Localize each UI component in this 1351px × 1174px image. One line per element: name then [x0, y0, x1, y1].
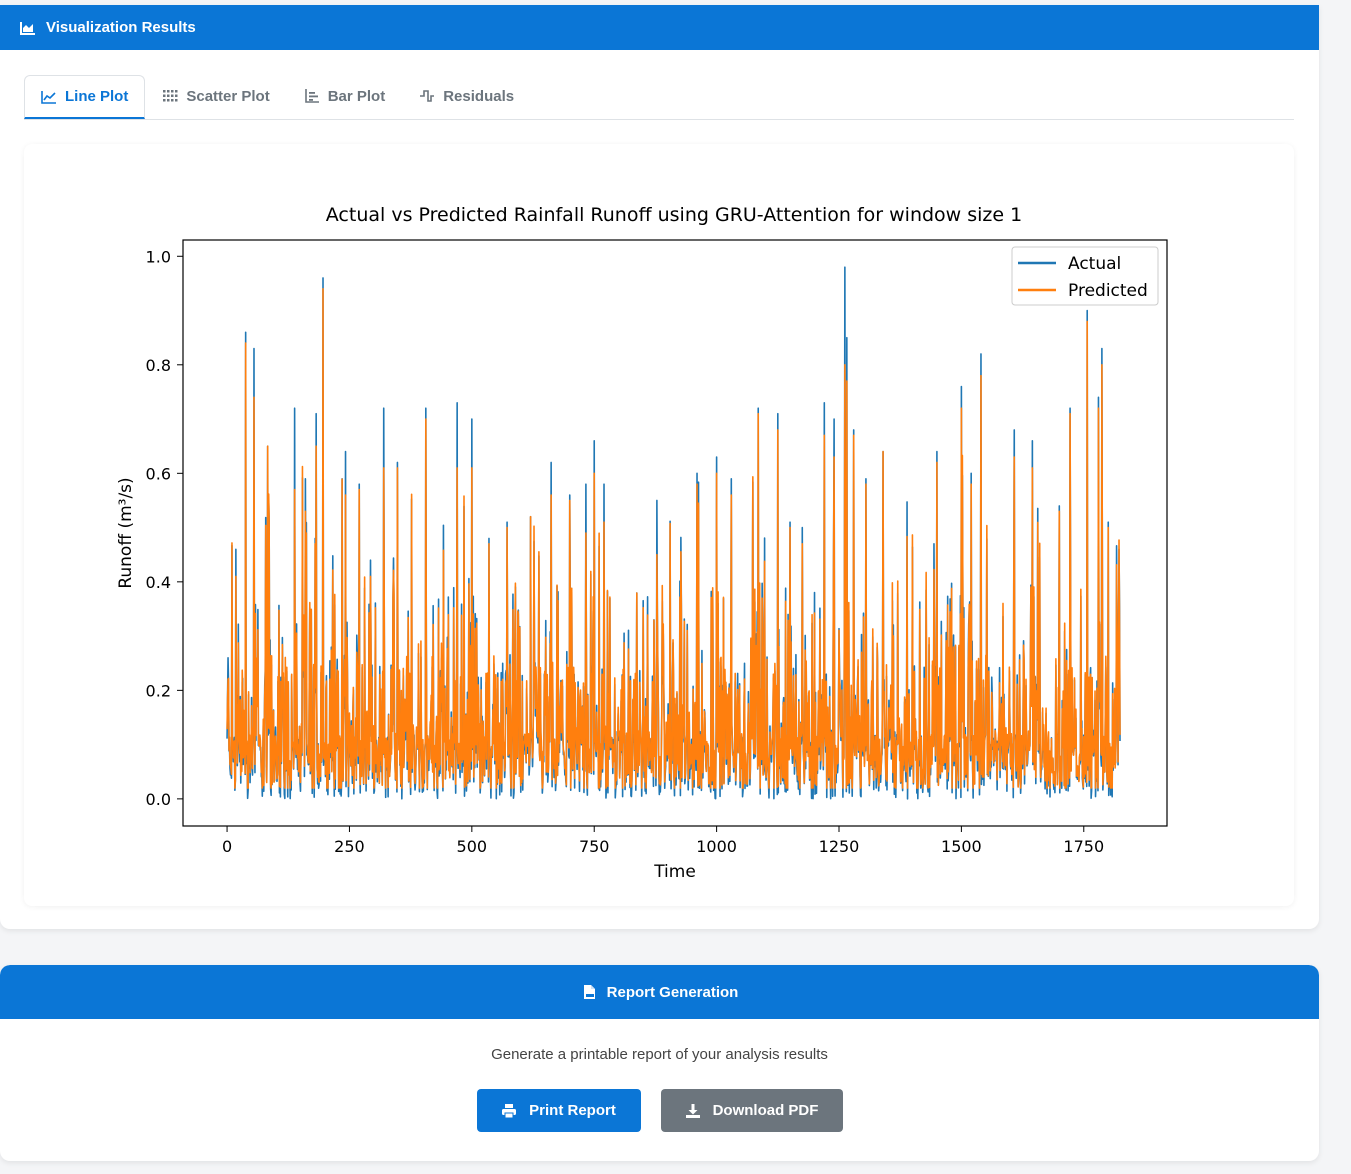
legend-predicted-label: Predicted: [1068, 281, 1148, 301]
residuals-icon: [420, 90, 435, 102]
print-report-label: Print Report: [529, 1102, 616, 1119]
plot-container: Actual vs Predicted Rainfall Runoff usin…: [24, 144, 1294, 906]
print-report-button[interactable]: Print Report: [476, 1089, 641, 1132]
x-tick-label: 500: [457, 837, 488, 856]
x-tick-label: 1000: [696, 837, 737, 856]
report-card: Report Generation Generate a printable r…: [0, 965, 1319, 1161]
tab-label: Residuals: [443, 87, 515, 105]
download-pdf-button[interactable]: Download PDF: [660, 1089, 843, 1132]
report-actions: Print Report Download PDF: [0, 1089, 1319, 1132]
axes-frame: [182, 239, 1168, 827]
series-predicted-line: [226, 288, 1121, 789]
axes-layer: 0 250 500 750 1000 1250 1500 1750 0.0 0.2 0.4 0.6 0.…: [146, 247, 1105, 856]
bar-chart-icon: [304, 89, 319, 103]
y-tick-label: 0.4: [146, 573, 171, 592]
chart-title: Actual vs Predicted Rainfall Runoff usin…: [326, 204, 1022, 226]
tab-bar-plot[interactable]: Bar Plot: [287, 75, 403, 117]
download-icon: [685, 1103, 700, 1118]
y-axis-label: Runoff (m³/s): [116, 477, 136, 588]
tab-label: Bar Plot: [327, 87, 386, 105]
x-tick-label: 1500: [941, 837, 982, 856]
x-tick-label: 1250: [819, 837, 860, 856]
x-tick-label: 750: [579, 837, 610, 856]
visualization-header: Visualization Results: [0, 5, 1319, 50]
y-tick-label: 0.2: [146, 681, 171, 700]
legend-actual-label: Actual: [1068, 254, 1121, 274]
visualization-title: Visualization Results: [46, 19, 196, 36]
series-layer: [226, 266, 1121, 800]
pdf-file-icon: [583, 985, 595, 999]
legend: Actual Predicted: [1011, 246, 1159, 306]
scatter-grid-icon: [163, 90, 178, 102]
printer-icon: [502, 1103, 517, 1118]
x-tick-label: 0: [222, 837, 232, 856]
x-axis-label: Time: [653, 862, 696, 882]
download-pdf-label: Download PDF: [712, 1102, 819, 1119]
y-tick-label: 1.0: [146, 247, 171, 266]
tab-residuals[interactable]: Residuals: [402, 75, 531, 117]
tab-label: Scatter Plot: [186, 87, 270, 105]
x-tick-label: 1750: [1063, 837, 1104, 856]
report-description: Generate a printable report of your anal…: [491, 1046, 828, 1063]
tab-label: Line Plot: [65, 88, 129, 105]
runoff-line-chart: Actual vs Predicted Rainfall Runoff usin…: [116, 204, 1168, 882]
report-header: Report Generation: [0, 965, 1319, 1019]
y-tick-label: 0.0: [146, 790, 171, 809]
tab-scatter-plot[interactable]: Scatter Plot: [145, 75, 286, 117]
y-tick-label: 0.6: [146, 464, 171, 483]
x-tick-label: 250: [334, 837, 365, 856]
visualization-card: Visualization Results Line Plot Scatter …: [0, 5, 1319, 929]
report-title: Report Generation: [606, 983, 739, 1001]
area-chart-icon: [20, 21, 35, 35]
tab-line-plot[interactable]: Line Plot: [24, 75, 146, 119]
line-chart-icon: [41, 90, 56, 104]
plot-tabs: Line Plot Scatter Plot Bar Plot: [24, 75, 1294, 120]
y-tick-label: 0.8: [146, 356, 171, 375]
